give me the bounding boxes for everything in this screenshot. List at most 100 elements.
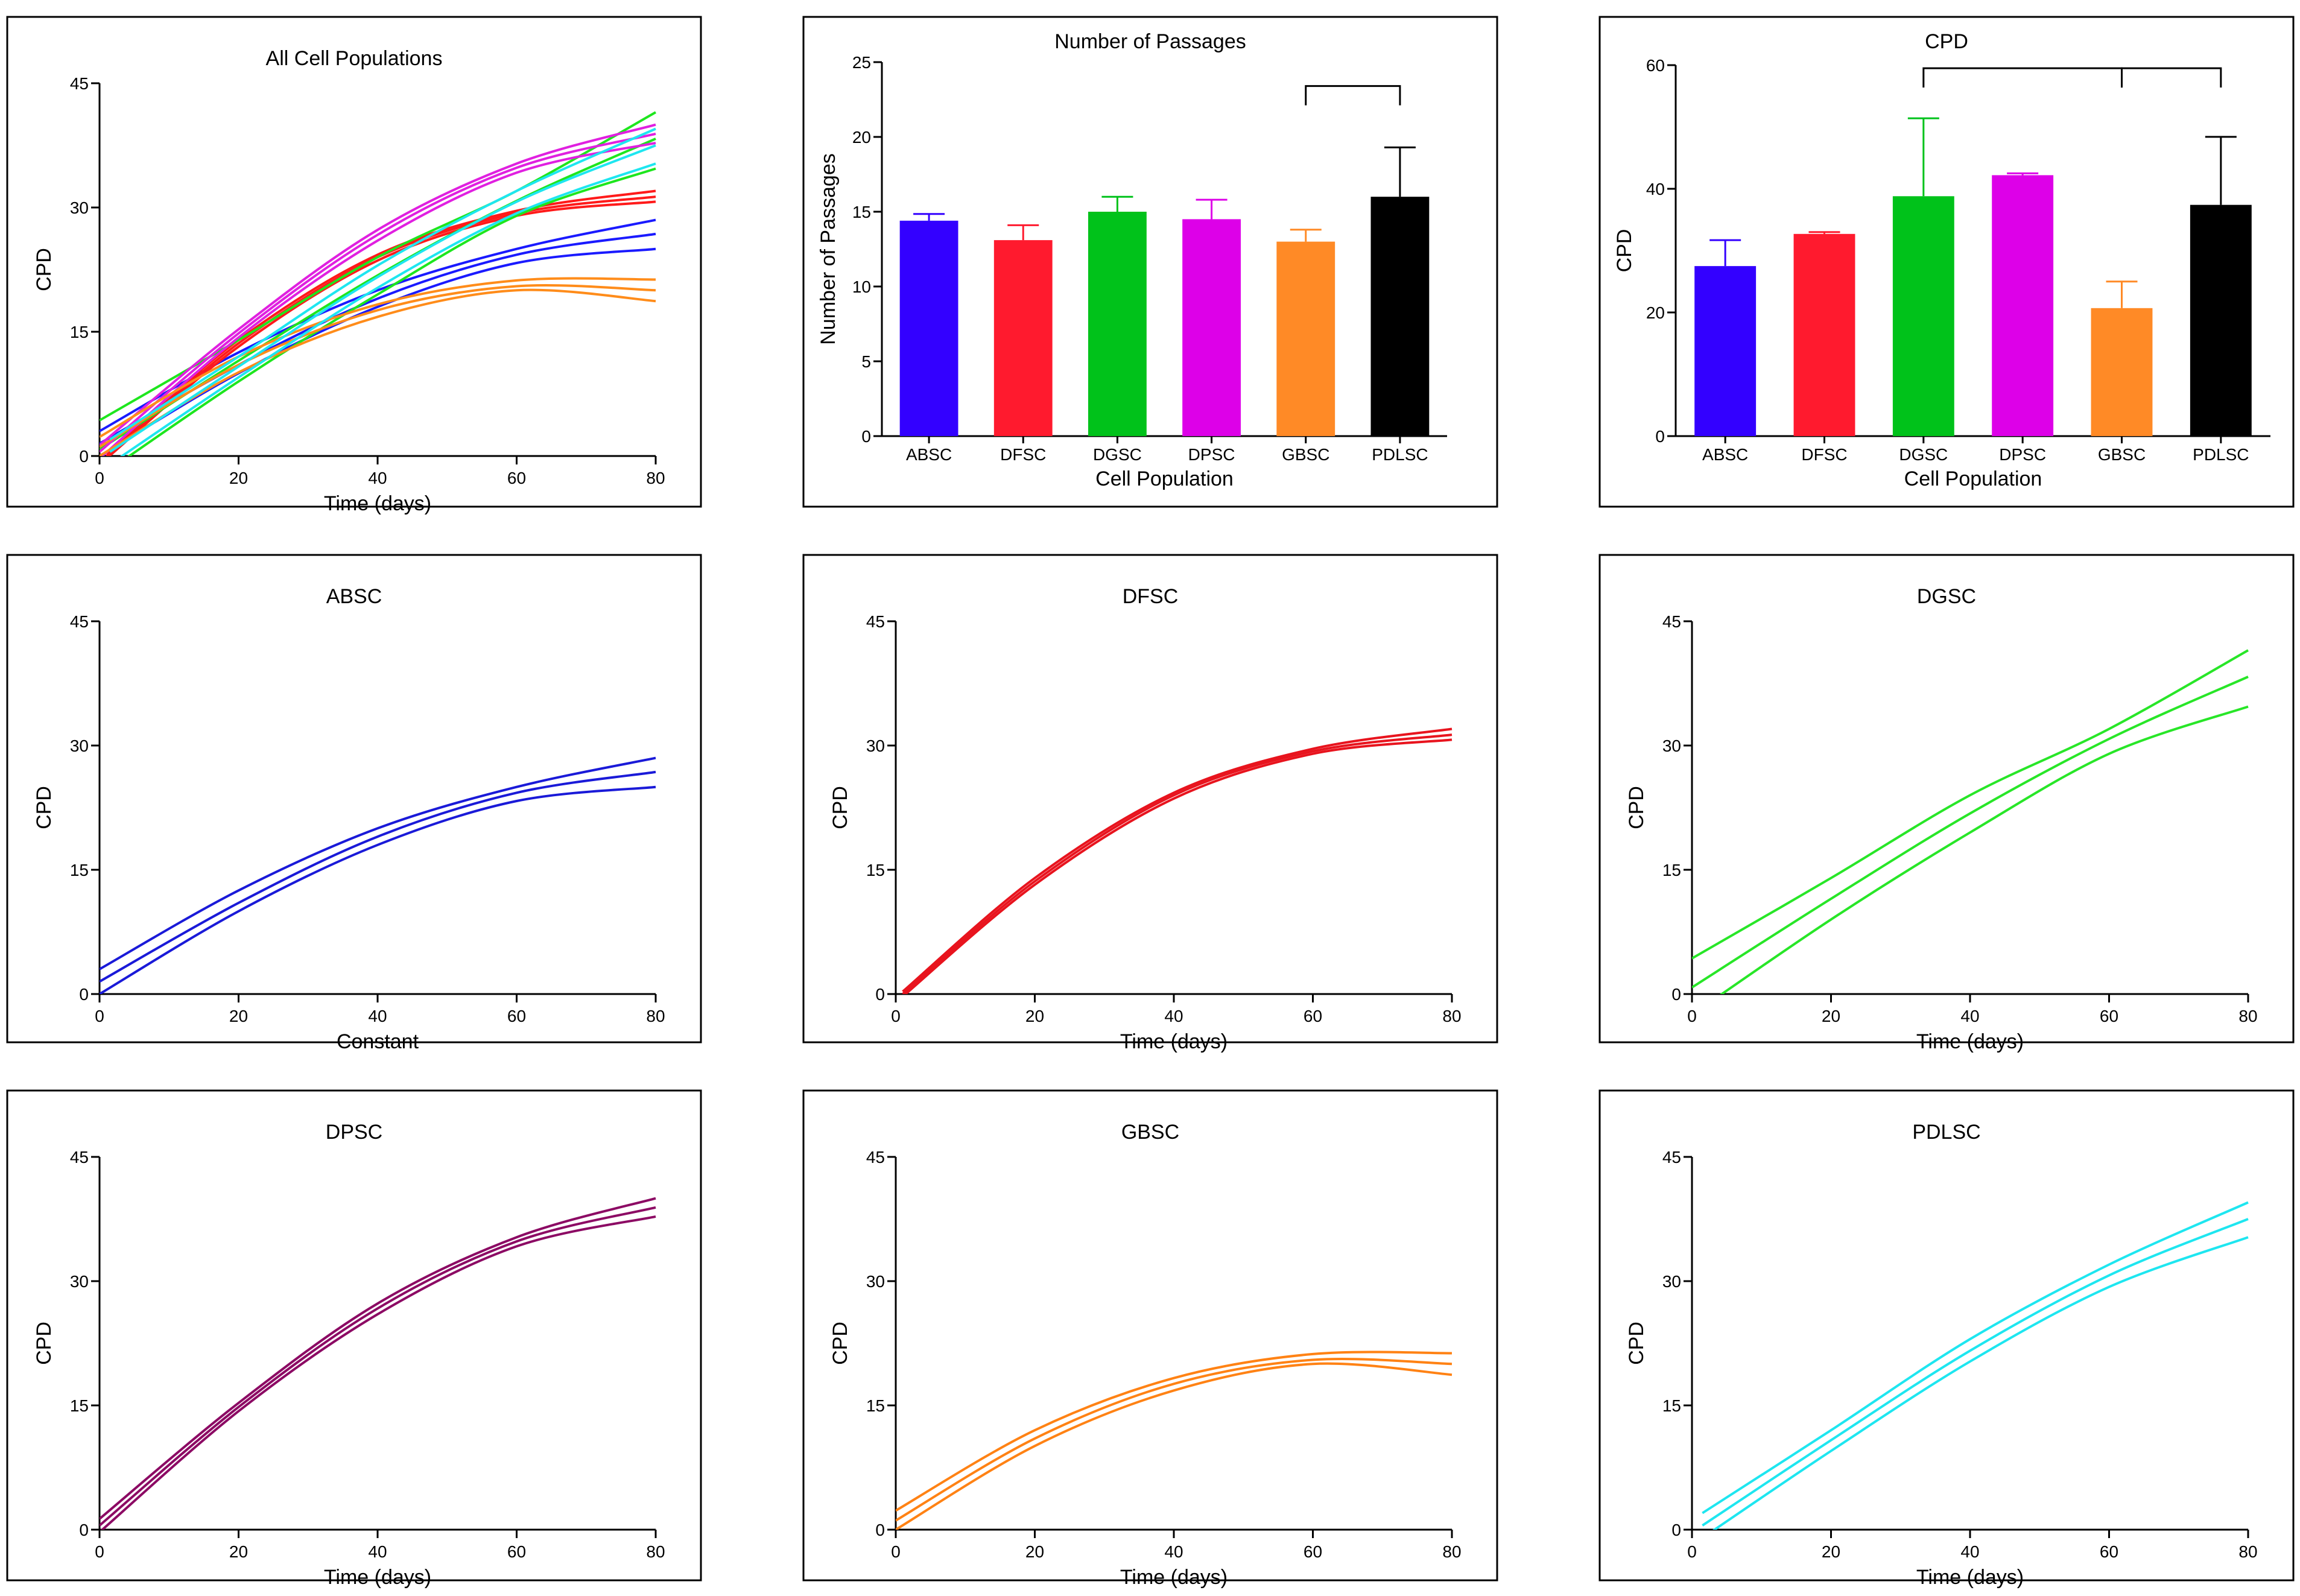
y-tick-label: 30 — [70, 1272, 89, 1291]
chart-panel-cpd_bar: CPD 0 20 40 60 ABSC DFSC DGSC DPSC GBSC PDLSC Cell … — [1598, 16, 2295, 508]
series-line-dgsc-lower — [127, 167, 656, 456]
panel-frame — [1598, 554, 2295, 1043]
chart-title: All Cell Populations — [266, 47, 443, 70]
x-tick-label: 0 — [891, 1007, 901, 1025]
series-lines — [1692, 649, 2249, 994]
y-tick-label: 30 — [70, 198, 89, 217]
x-tick-label: 20 — [1025, 1542, 1044, 1561]
x-tick-label: 80 — [646, 469, 665, 487]
y-tick-label: 25 — [852, 53, 871, 72]
chart-title: ABSC — [326, 585, 382, 608]
x-tick-label: 40 — [368, 469, 387, 487]
bar-pdlsc — [2190, 204, 2252, 436]
series-line-absc-lower — [100, 785, 656, 994]
bar-dfsc — [1793, 233, 1855, 436]
x-axis-label: Time (days) — [1916, 1030, 2024, 1053]
x-tick-label: 60 — [507, 1007, 526, 1025]
significance-bracket — [2121, 67, 2222, 88]
panel-frame — [6, 16, 702, 508]
chart-panel-dpsc: DPSC 0 15 30 45 0 20 40 60 80 Time (days) CPD — [6, 1089, 702, 1589]
x-tick-label: 60 — [2100, 1007, 2118, 1025]
x-tick-label: 60 — [1304, 1007, 1322, 1025]
series-line-gbsc-lower — [896, 1362, 1453, 1530]
y-tick-label: 40 — [1646, 180, 1665, 198]
x-tick-label: 0 — [1687, 1007, 1697, 1025]
x-axis-label: Time (days) — [1916, 1566, 2024, 1589]
x-axis-label: Cell Population — [1904, 467, 2042, 490]
panel-frame — [802, 1089, 1498, 1582]
x-tick-label: DFSC — [1801, 445, 1847, 464]
series-lines — [100, 756, 656, 994]
series-line-pdlsc-lower — [1712, 1236, 2249, 1530]
series-line-dfsc-upper — [902, 727, 1453, 993]
x-tick-label: ABSC — [906, 445, 952, 464]
x-tick-label: 0 — [95, 1007, 104, 1025]
x-tick-label: DPSC — [1188, 445, 1235, 464]
x-tick-label: 60 — [2100, 1542, 2118, 1561]
y-tick-label: 30 — [70, 736, 89, 755]
y-tick-label: 0 — [79, 1521, 89, 1539]
bar-absc — [1694, 266, 1757, 436]
bar-dgsc — [1892, 196, 1954, 436]
chart-title: DFSC — [1123, 585, 1179, 608]
x-tick-label: 20 — [1822, 1007, 1840, 1025]
y-tick-label: 15 — [866, 1396, 885, 1415]
y-tick-label: 30 — [1662, 1272, 1681, 1291]
series-line-gbsc-mean — [100, 283, 656, 448]
series-lines — [100, 1197, 656, 1530]
series-line-dfsc-lower — [107, 200, 656, 456]
x-tick-label: 40 — [368, 1007, 387, 1025]
panel-frame — [802, 554, 1498, 1043]
bar-dgsc — [1088, 212, 1147, 436]
series-line-gbsc-upper — [896, 1351, 1453, 1512]
series-lines — [896, 1351, 1453, 1530]
x-tick-label: DFSC — [1000, 445, 1046, 464]
significance-bracket — [1305, 85, 1401, 106]
y-tick-label: 15 — [70, 861, 89, 879]
series-line-pdlsc-upper — [1702, 1201, 2249, 1515]
panel-frame — [1598, 1089, 2295, 1582]
chart-panel-dfsc: DFSC 0 15 30 45 0 20 40 60 80 Time (days) CPD — [802, 554, 1498, 1053]
x-axis-label: Constant — [337, 1030, 419, 1053]
x-tick-label: 40 — [1960, 1542, 1979, 1561]
chart-title: GBSC — [1121, 1121, 1179, 1144]
y-tick-label: 45 — [1662, 612, 1681, 631]
chart-panel-pdlsc: PDLSC 0 15 30 45 0 20 40 60 80 Time (days) CPD — [1598, 1089, 2295, 1589]
y-axis-label: CPD — [1625, 786, 1648, 829]
x-tick-label: 60 — [507, 469, 526, 487]
series-line-dfsc-mean — [902, 733, 1453, 994]
chart-panel-absc: ABSC 0 15 30 45 0 20 40 60 80 Constant CPD — [6, 554, 702, 1053]
y-tick-label: 20 — [1646, 303, 1665, 322]
chart-panel-all: All Cell Populations 0 15 30 45 0 20 40 60 80 Time… — [6, 16, 702, 515]
y-axis-label: CPD — [1613, 229, 1636, 273]
y-axis-label: Number of Passages — [817, 153, 840, 345]
series-line-dgsc-lower — [1719, 705, 2249, 994]
x-tick-label: 80 — [646, 1007, 665, 1025]
series-line-dpsc-lower — [100, 1215, 656, 1530]
series-line-pdlsc-mean — [109, 144, 656, 453]
x-tick-label: 80 — [2238, 1542, 2257, 1561]
y-tick-label: 10 — [852, 277, 871, 296]
x-tick-label: 80 — [2238, 1007, 2257, 1025]
series-lines — [100, 111, 656, 456]
x-tick-label: 20 — [229, 1542, 248, 1561]
series-line-dgsc-upper — [1692, 649, 2249, 960]
x-tick-label: 0 — [95, 1542, 104, 1561]
y-tick-label: 0 — [79, 447, 89, 466]
y-tick-label: 30 — [866, 1272, 885, 1291]
series-line-dgsc-mean — [1692, 676, 2249, 989]
bar-pdlsc — [1370, 197, 1430, 436]
x-tick-label: 0 — [95, 469, 104, 487]
x-tick-label: PDLSC — [1372, 445, 1428, 464]
y-tick-label: 15 — [1662, 861, 1681, 879]
y-tick-label: 15 — [1662, 1396, 1681, 1415]
bar-gbsc — [2091, 308, 2153, 436]
y-tick-label: 0 — [79, 985, 89, 1004]
bar-gbsc — [1276, 241, 1335, 436]
bar-dpsc — [1182, 219, 1241, 436]
series-line-dpsc-mean — [100, 1206, 656, 1527]
chart-title: PDLSC — [1912, 1121, 1980, 1144]
y-tick-label: 0 — [875, 1521, 885, 1539]
y-axis-label: CPD — [829, 786, 852, 829]
